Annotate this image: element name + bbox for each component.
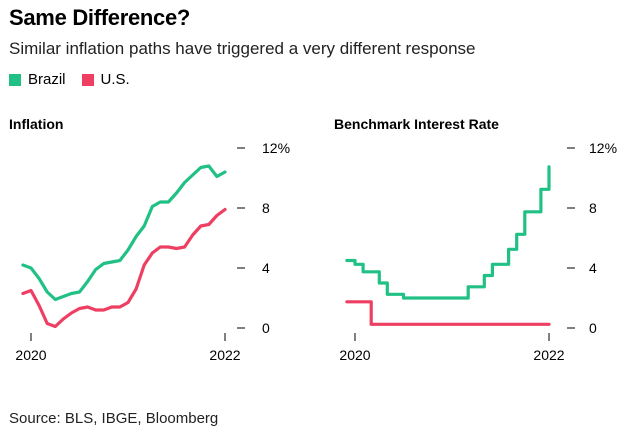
y-tick-label: 0 [262, 320, 270, 336]
legend-label-us: U.S. [100, 71, 130, 88]
series-line-us-interest-rate [345, 300, 551, 326]
y-tick-label: 12% [262, 140, 290, 156]
y-tick-label: 8 [589, 200, 597, 216]
legend-label-brazil: Brazil [28, 71, 66, 88]
y-tick-label: 4 [262, 260, 270, 276]
y-tick-label: 4 [589, 260, 597, 276]
y-tick-label: 12% [589, 140, 617, 156]
x-tick-label: 2022 [533, 347, 564, 363]
series-line-brazil-interest-rate [345, 165, 551, 300]
panel-title-interest-rate: Benchmark Interest Rate [334, 116, 499, 132]
legend-swatch-brazil [9, 73, 21, 86]
legend: Brazil U.S. [9, 71, 146, 88]
legend-swatch-us [81, 73, 94, 86]
x-tick-label: 2020 [339, 347, 370, 363]
panel-title-inflation: Inflation [9, 116, 63, 132]
y-tick-label: 8 [262, 200, 270, 216]
series-line-us-inflation [21, 207, 227, 329]
legend-item-us: U.S. [81, 71, 130, 88]
y-tick-label: 0 [589, 320, 597, 336]
page-subtitle: Similar inflation paths have triggered a… [9, 39, 476, 58]
x-tick-label: 2022 [209, 347, 240, 363]
source-note: Source: BLS, IBGE, Bloomberg [9, 410, 219, 427]
page-title: Same Difference? [9, 5, 191, 30]
x-tick-label: 2020 [15, 347, 46, 363]
series-line-brazil-inflation [21, 164, 227, 302]
legend-item-brazil: Brazil [9, 71, 66, 88]
